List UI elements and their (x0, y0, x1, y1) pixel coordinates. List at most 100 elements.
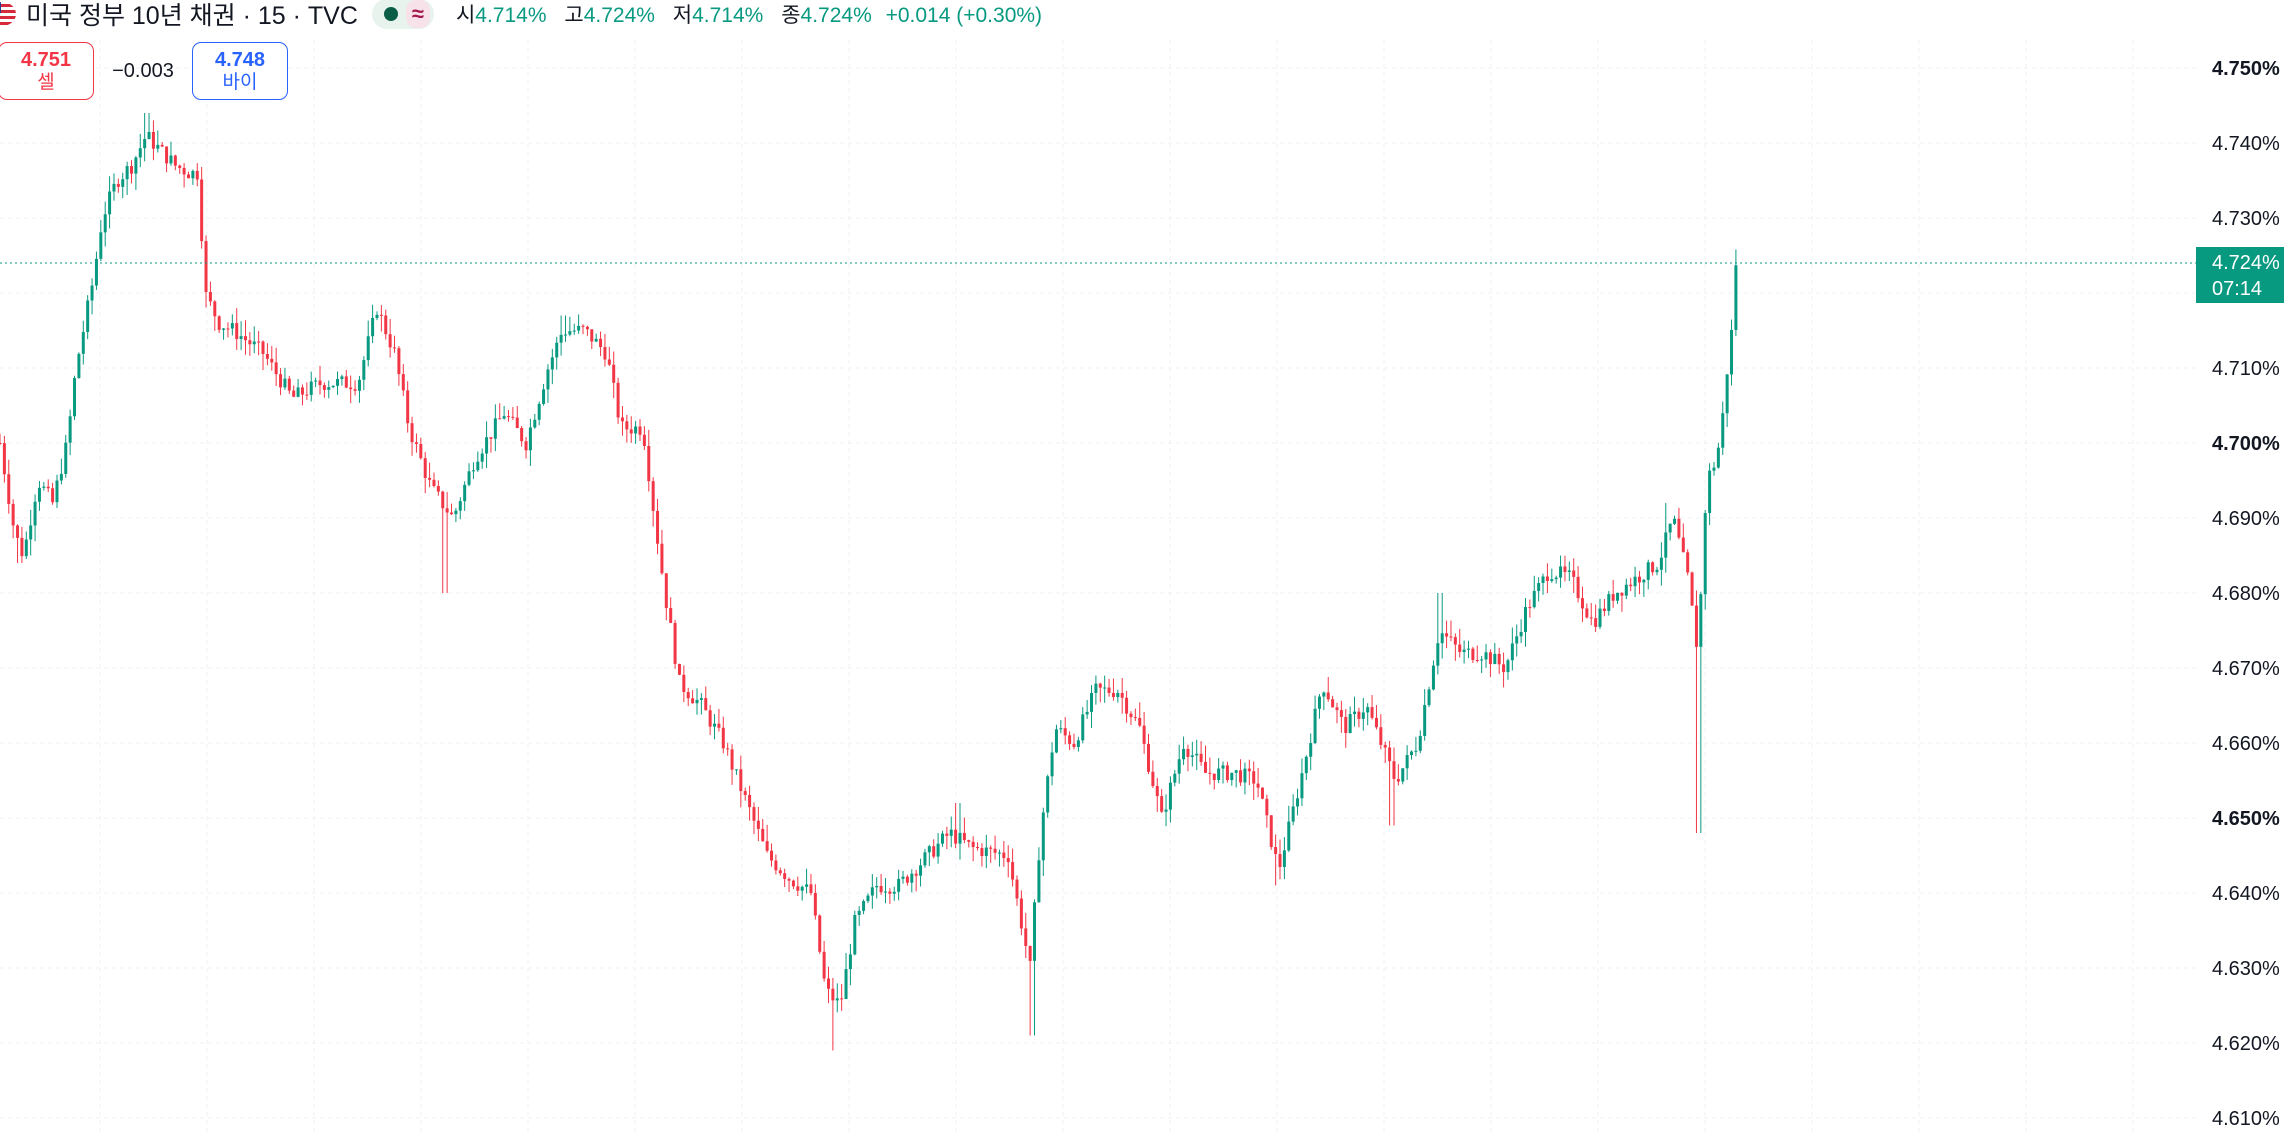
candle-body (1637, 576, 1641, 583)
candle-body (734, 769, 738, 771)
buy-label: 바이 (222, 72, 258, 93)
candle-body (603, 347, 607, 360)
candle-body (441, 491, 445, 509)
buy-button[interactable]: 4.748 바이 (192, 42, 288, 100)
candle-body (949, 829, 953, 836)
buy-price: 4.748 (214, 49, 266, 71)
candle-body (1313, 708, 1317, 744)
us-flag-icon (0, 2, 16, 26)
candle-body (1322, 692, 1326, 697)
candle-body (230, 323, 234, 329)
candle-body (1563, 566, 1567, 572)
candle-body (708, 710, 712, 727)
trade-panel: 4.751 셀 −0.003 4.748 바이 (0, 42, 288, 100)
candle-body (1616, 592, 1620, 601)
candle-body (1107, 687, 1111, 693)
candle-body (471, 470, 475, 472)
candle-body (1094, 683, 1098, 693)
candle-body (108, 191, 112, 215)
candle-body (919, 865, 923, 876)
candle-body (897, 878, 901, 892)
candle-body (1006, 858, 1010, 863)
candle-body (24, 539, 28, 557)
close-label: 종 (781, 4, 801, 27)
candle-body (42, 486, 46, 488)
candle-body (1725, 374, 1729, 414)
open-value: 4.714% (475, 4, 547, 27)
candle-body (634, 426, 638, 434)
candle-body (46, 486, 50, 489)
market-status-pill[interactable]: ≈ (371, 0, 434, 29)
candle-body (1278, 854, 1282, 867)
candle-body (1287, 821, 1291, 851)
candle-body (99, 232, 103, 259)
candle-body (791, 880, 795, 887)
candle-body (423, 458, 427, 478)
close-value: 4.724% (800, 4, 872, 27)
candle-body (827, 978, 831, 989)
candle-body (454, 510, 458, 515)
candle-body (20, 537, 24, 557)
candle-body (752, 807, 756, 821)
price-axis-tick-label: 4.750% (2212, 58, 2280, 80)
sell-button[interactable]: 4.751 셀 (0, 42, 94, 100)
candle-body (1427, 689, 1431, 706)
candle-body (1256, 783, 1260, 788)
candle-body (1019, 898, 1023, 929)
price-axis-tick-label: 4.650% (2212, 808, 2280, 830)
candle-body (147, 131, 151, 140)
chart-grid (0, 40, 2196, 1132)
candle-body (581, 325, 585, 327)
candle-body (305, 394, 309, 396)
candle-body (1147, 743, 1151, 772)
candle-body (1410, 751, 1414, 756)
candle-body (520, 428, 524, 442)
candle-body (1686, 552, 1690, 573)
candle-body (331, 385, 335, 388)
candle-body (1195, 753, 1199, 756)
candle-body (563, 334, 567, 336)
candle-body (1361, 712, 1365, 719)
open-label: 시 (455, 4, 476, 27)
candle-body (958, 832, 962, 844)
price-axis-tick-label: 4.630% (2212, 958, 2280, 980)
candle-body (739, 769, 743, 792)
candle-body (1142, 725, 1146, 744)
candle-body (853, 915, 857, 955)
candle-body (1177, 759, 1181, 774)
candle-body (506, 416, 510, 418)
candle-body (651, 481, 655, 511)
candle-body (1664, 532, 1668, 558)
candle-body (33, 501, 37, 526)
candle-body (638, 426, 642, 435)
price-axis-tick-label: 4.730% (2212, 208, 2280, 230)
candle-body (914, 873, 918, 876)
candle-body (1480, 659, 1484, 661)
candle-body (1326, 692, 1330, 700)
candle-body (1703, 513, 1707, 595)
candle-body (857, 910, 861, 916)
candle-body (879, 885, 883, 893)
candle-body (1396, 778, 1400, 782)
candle-body (7, 474, 11, 504)
candle-body (585, 326, 589, 330)
low-label: 저 (672, 4, 693, 27)
candle-body (1081, 714, 1085, 741)
candle-body (480, 453, 484, 462)
symbol-title[interactable]: 미국 정부 10년 채권 · 15 · TVC (26, 2, 358, 30)
candle-body (748, 794, 752, 808)
candle-body (787, 878, 791, 881)
candle-body (783, 873, 787, 879)
candle-body (559, 334, 563, 343)
candle-body (371, 317, 375, 337)
candle-body (1659, 557, 1663, 570)
candle-body (954, 829, 958, 844)
last-price-marker: 4.724% 07:14 (0, 247, 2284, 303)
candle-body (1353, 711, 1357, 715)
candle-body (287, 378, 291, 391)
candle-body (68, 416, 72, 443)
candle-body (327, 387, 331, 390)
candle-body (366, 336, 370, 361)
candle-body (1072, 743, 1076, 748)
